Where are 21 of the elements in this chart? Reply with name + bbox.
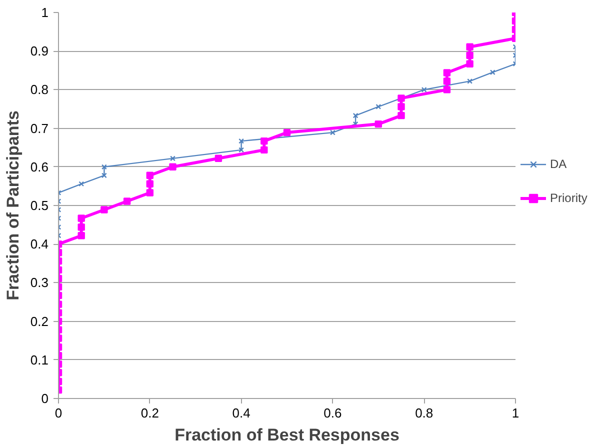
y-tick-label: 0.2	[30, 314, 49, 329]
y-tick-label: 0	[41, 391, 49, 406]
x-axis-title: Fraction of Best Responses	[174, 426, 400, 444]
y-tick-label: 0.7	[30, 120, 49, 136]
x-tick-label: 0.2	[140, 406, 159, 420]
y-tick-label: 1	[41, 5, 49, 20]
y-tick-label: 0.6	[30, 159, 49, 174]
y-tick-label: 0.3	[30, 275, 49, 290]
y-axis-title: Fraction of Participants	[3, 110, 22, 300]
legend-label: DA	[550, 157, 568, 171]
y-tick-label: 0.5	[30, 198, 49, 213]
y-tick-label: 0.1	[30, 352, 49, 368]
x-tick-label: 1	[512, 406, 520, 420]
y-tick-label: 0.4	[30, 236, 49, 252]
x-tick-label: 0.4	[232, 406, 250, 420]
y-tick-label: 0.9	[30, 44, 49, 59]
legend-label: Priority	[550, 191, 588, 205]
y-tick-label: 0.8	[30, 82, 49, 98]
x-tick-label: 0	[54, 406, 62, 420]
x-tick-label: 0.6	[324, 406, 342, 420]
x-tick-label: 0.8	[415, 406, 434, 420]
